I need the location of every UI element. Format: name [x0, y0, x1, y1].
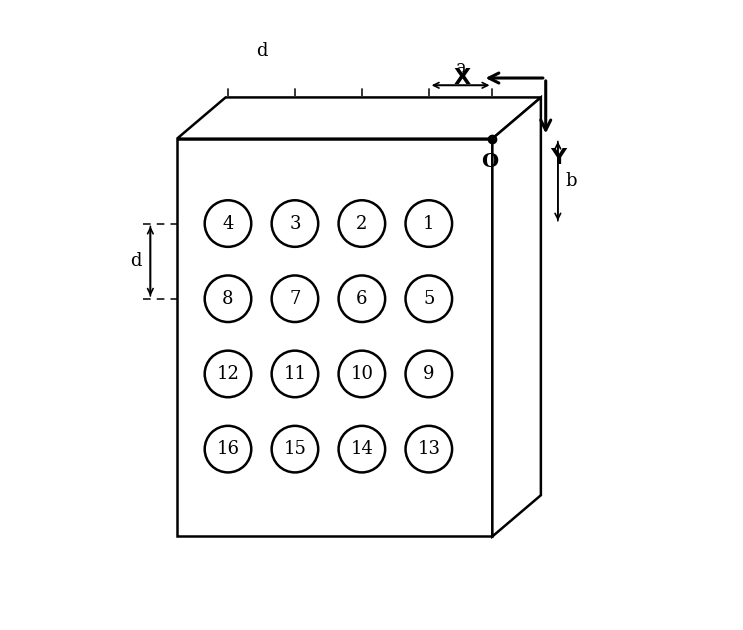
Text: 8: 8	[222, 290, 234, 307]
Polygon shape	[493, 98, 541, 537]
Text: X: X	[453, 68, 470, 88]
Text: 16: 16	[216, 440, 239, 458]
Text: Y: Y	[551, 149, 567, 168]
Text: d: d	[130, 252, 142, 270]
Text: 15: 15	[284, 440, 306, 458]
Text: 7: 7	[289, 290, 301, 307]
Text: a: a	[455, 59, 466, 77]
Text: 3: 3	[289, 215, 301, 232]
Text: 6: 6	[356, 290, 368, 307]
Text: 14: 14	[351, 440, 373, 458]
Text: b: b	[565, 172, 577, 190]
Polygon shape	[177, 98, 541, 139]
Text: 10: 10	[351, 365, 374, 383]
Text: 11: 11	[283, 365, 306, 383]
Text: d: d	[256, 42, 267, 60]
Polygon shape	[177, 139, 493, 537]
Text: 4: 4	[222, 215, 233, 232]
Text: 13: 13	[418, 440, 441, 458]
Text: 12: 12	[216, 365, 239, 383]
Text: 9: 9	[423, 365, 435, 383]
Text: 5: 5	[423, 290, 435, 307]
Text: 1: 1	[423, 215, 435, 232]
Text: O: O	[481, 153, 499, 171]
Text: 2: 2	[356, 215, 368, 232]
